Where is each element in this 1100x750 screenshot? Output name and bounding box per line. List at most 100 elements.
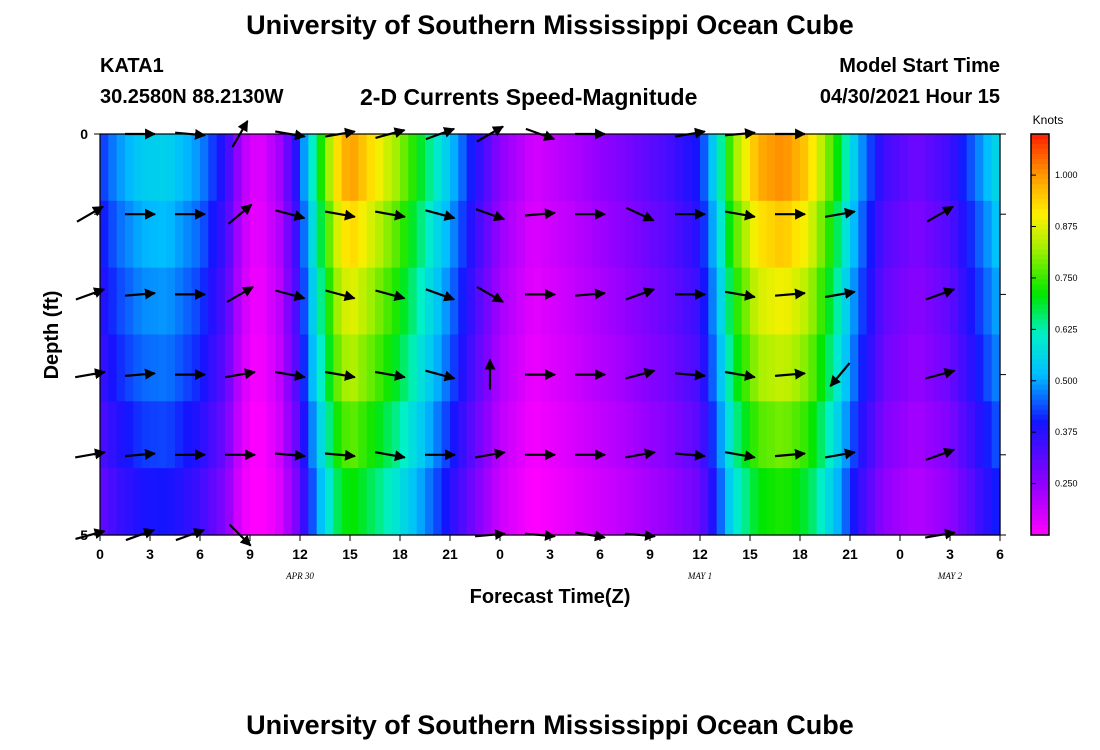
heatmap-cell [908,334,918,402]
current-vector [725,289,756,301]
heatmap-cell [466,134,476,202]
heatmap-cell [250,200,259,269]
heatmap-cell [916,334,926,402]
colorbar-segment [1031,399,1049,406]
heatmap-cell [216,267,226,336]
heatmap-cell [516,267,526,336]
heatmap-cell [275,200,284,269]
colorbar-segment [1031,144,1049,150]
heatmap-cell [708,468,718,536]
heatmap-cell [808,200,818,269]
heatmap-cell [158,200,168,269]
heatmap-cell [866,334,876,402]
heatmap-cell [833,468,843,536]
colorbar-segment [1031,204,1049,210]
heatmap-cell [183,134,193,202]
heatmap-cell [183,334,193,402]
heatmap-cell [616,401,626,469]
heatmap-cell [750,134,759,202]
heatmap-cell [616,468,626,536]
heatmap-cell [241,200,251,269]
heatmap-cell [433,334,443,402]
heatmap-cell [108,267,118,336]
heatmap-cell [275,401,284,469]
heatmap-cell [816,267,826,336]
heatmap-cell [458,134,468,202]
heatmap-cell [925,134,934,202]
current-vector [228,523,252,547]
heatmap-cell [800,267,809,336]
heatmap-cell [258,267,268,336]
heatmap-cell [866,200,876,269]
heatmap-cell [125,334,134,402]
heatmap-cell [750,200,759,269]
colorbar-segment [1031,314,1049,321]
heatmap-cell [858,134,868,202]
heatmap-cell [791,267,801,336]
heatmap-cell [750,267,759,336]
heatmap-cell [400,134,409,202]
heatmap-cell [783,401,793,469]
heatmap-cell [816,134,826,202]
heatmap-cell [550,468,559,536]
heatmap-cell [483,468,493,536]
colorbar-segment [1031,219,1049,225]
heatmap-cell [141,134,151,202]
colorbar-segment [1031,134,1049,140]
heatmap-cell [816,200,826,269]
heatmap-cell [491,134,501,202]
heatmap-cell [283,200,293,269]
heatmap-cell [158,267,168,336]
heatmap-cell [991,334,1001,402]
heatmap-cell [725,468,734,536]
heatmap-cell [500,334,509,402]
heatmap-cell [341,468,351,536]
heatmap-cell [558,267,568,336]
heatmap-cell [458,401,468,469]
heatmap-cell [550,200,559,269]
colorbar-segment [1031,479,1049,486]
current-vector [725,209,756,221]
heatmap-cell [550,334,559,402]
heatmap-cell [775,334,784,402]
heatmap-cell [300,334,309,402]
heatmap-cell [716,401,726,469]
heatmap-cell [708,267,718,336]
colorbar-segment [1031,229,1049,235]
heatmap-cell [616,134,626,202]
current-vector [125,528,156,542]
heatmap-cell [925,468,934,536]
heatmap-cell [233,401,243,469]
heatmap-cell [658,401,668,469]
heatmap-cell [491,200,501,269]
heatmap-cell [766,200,776,269]
colorbar-segment [1031,244,1049,250]
current-vector [325,370,356,381]
heatmap-cell [975,401,984,469]
heatmap-cell [450,468,459,536]
heatmap-cell [116,401,126,469]
colorbar-segment [1031,154,1049,160]
heatmap-cell [283,334,293,402]
heatmap-cell [441,200,451,269]
heatmap-cell [216,334,226,402]
colorbar-segment [1031,234,1049,240]
heatmap-cell [483,401,493,469]
heatmap-cell [800,468,809,536]
heatmap-cell [166,134,176,202]
heatmap-cell [408,334,418,402]
heatmap-cell [825,134,834,202]
heatmap-cell [633,401,643,469]
heatmap-cell [125,267,134,336]
heatmap-cell [908,134,918,202]
heatmap-cell [541,334,551,402]
heatmap-cell [216,401,226,469]
heatmap-cell [475,334,484,402]
current-vector [675,127,706,139]
colorbar-segment [1031,489,1049,496]
heatmap-cell [858,200,868,269]
heatmap-cell [775,468,784,536]
heatmap-cell [733,267,743,336]
heatmap-cell [350,401,359,469]
heatmap-cell [283,468,293,536]
